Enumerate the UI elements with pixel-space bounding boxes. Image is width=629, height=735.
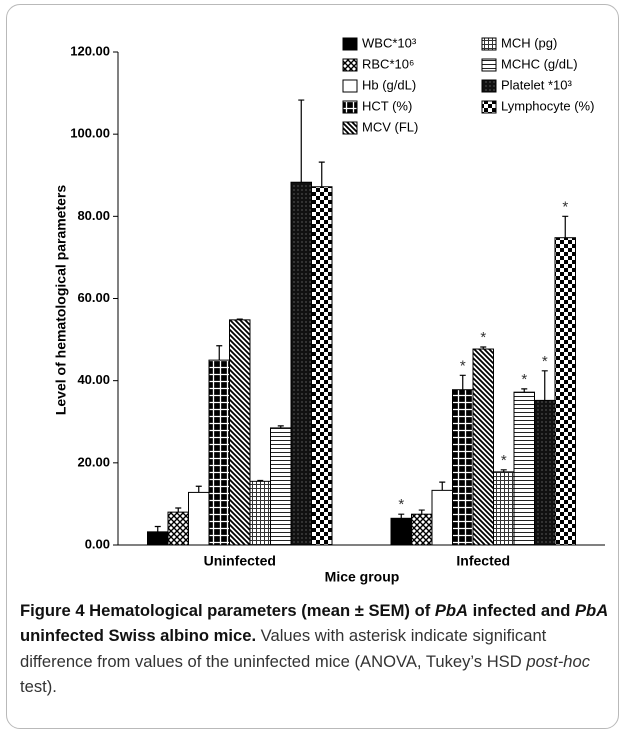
y-axis-title: Level of hematological parameters — [53, 185, 69, 416]
y-tick-label: 100.00 — [70, 126, 110, 141]
error-bar — [236, 318, 243, 320]
legend-label: HCT (%) — [362, 98, 412, 113]
error-bar — [154, 525, 161, 532]
x-tick-label: Uninfected — [204, 553, 276, 569]
bar — [290, 181, 312, 546]
caption-text: infected and — [468, 601, 575, 620]
error-bar — [257, 479, 264, 482]
significance-marker: * — [460, 357, 466, 374]
error-bar — [500, 469, 507, 472]
legend-swatch — [342, 100, 358, 114]
significance-marker: * — [501, 452, 507, 469]
significance-marker: * — [521, 371, 527, 388]
legend-label: Lymphocyte (%) — [501, 98, 594, 113]
error-bar — [195, 485, 202, 493]
bar — [431, 489, 453, 546]
bar — [411, 513, 433, 546]
bar — [229, 319, 251, 546]
bar — [534, 399, 556, 546]
caption-text: Values with asterisk indicate significan… — [20, 626, 547, 671]
legend-swatch — [481, 100, 497, 114]
significance-marker: * — [542, 353, 548, 370]
bar — [270, 427, 292, 546]
bar — [513, 391, 535, 546]
bar — [390, 517, 412, 546]
bar — [493, 471, 515, 546]
legend-swatch — [481, 79, 497, 93]
caption-text: PbA — [434, 601, 469, 620]
caption-text: PbA — [574, 601, 609, 620]
legend-label: RBC*10⁶ — [362, 56, 414, 71]
y-tick-label: 20.00 — [77, 454, 110, 469]
legend-swatch — [342, 37, 358, 51]
error-bar — [459, 374, 466, 390]
bar — [188, 491, 210, 546]
bar — [249, 480, 271, 546]
error-bar — [175, 507, 182, 513]
error-bar — [541, 370, 548, 401]
error-bar — [277, 425, 284, 428]
legend-label: WBC*10³ — [362, 35, 417, 50]
caption-text: uninfected Swiss albino mice. — [20, 626, 257, 646]
error-bar — [216, 345, 223, 361]
y-tick-label: 120.00 — [70, 43, 110, 58]
legend-label: MCHC (g/dL) — [501, 56, 578, 71]
bar — [554, 237, 576, 546]
error-bar — [318, 161, 325, 187]
y-tick-label: 40.00 — [77, 372, 110, 387]
y-tick-label: 60.00 — [77, 290, 110, 305]
x-axis-title: Mice group — [325, 569, 400, 585]
caption-text: Hematological parameters (mean ± SEM) of — [84, 601, 435, 620]
caption-text: test). — [20, 676, 57, 696]
legend-swatch — [342, 58, 358, 72]
y-tick-label: 0.00 — [85, 536, 110, 551]
x-tick-label: Infected — [456, 553, 510, 569]
legend-label: Platelet *10³ — [501, 77, 572, 92]
legend-label: Hb (g/dL) — [362, 77, 416, 92]
y-tick-label: 80.00 — [77, 208, 110, 223]
figure-caption: Figure 4 Hematological parameters (mean … — [20, 598, 616, 699]
significance-marker: * — [562, 198, 568, 215]
error-bar — [418, 509, 425, 515]
significance-marker: * — [480, 329, 486, 346]
significance-marker: * — [398, 496, 404, 513]
bar — [452, 389, 474, 546]
legend-swatch — [342, 121, 358, 135]
legend-label: MCV (FL) — [362, 119, 418, 134]
error-bar — [480, 346, 487, 350]
error-bar — [562, 215, 569, 238]
caption-text: Figure 4 — [20, 601, 85, 620]
figure-frame — [6, 4, 619, 729]
legend-swatch — [342, 79, 358, 93]
error-bar — [398, 513, 405, 519]
error-bar — [439, 481, 446, 491]
legend-label: MCH (pg) — [501, 35, 557, 50]
error-bar — [521, 388, 528, 393]
chart: Level of hematological parameters Mice g… — [53, 35, 605, 585]
error-bar — [298, 99, 305, 183]
bar — [472, 348, 494, 546]
legend-swatch — [481, 37, 497, 51]
bar — [167, 511, 189, 546]
bar — [311, 186, 333, 546]
bar — [208, 359, 230, 546]
bar — [147, 531, 169, 546]
legend-swatch — [481, 58, 497, 72]
caption-text: post-hoc — [526, 651, 590, 671]
